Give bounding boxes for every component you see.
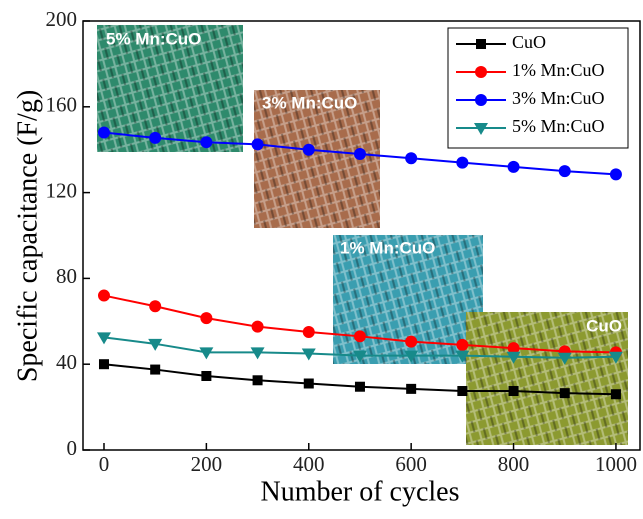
x-tick-label: 400 <box>293 452 325 476</box>
x-tick-label: 0 <box>99 452 110 476</box>
inset-label: 3% Mn:CuO <box>262 93 357 112</box>
marker <box>99 359 109 369</box>
x-axis-title: Number of cycles <box>260 476 459 507</box>
marker <box>149 132 161 144</box>
marker <box>252 138 264 150</box>
legend-marker <box>476 39 486 49</box>
marker <box>303 326 315 338</box>
inset-label: CuO <box>586 316 622 335</box>
marker <box>456 339 468 351</box>
legend-marker <box>475 94 487 106</box>
marker <box>456 157 468 169</box>
marker <box>559 165 571 177</box>
marker <box>457 386 467 396</box>
marker <box>354 148 366 160</box>
x-tick-label: 600 <box>395 452 427 476</box>
marker <box>98 127 110 139</box>
legend-label: 1% Mn:CuO <box>512 60 605 80</box>
marker <box>610 168 622 180</box>
inset-label: 1% Mn:CuO <box>340 238 435 257</box>
marker <box>406 384 416 394</box>
legend-label: 3% Mn:CuO <box>512 88 605 108</box>
marker <box>355 382 365 392</box>
y-tick-label: 120 <box>46 178 78 202</box>
chart: Number of cycles Specific capacitance (F… <box>0 0 643 514</box>
x-tick-label: 1000 <box>595 452 637 476</box>
marker <box>200 312 212 324</box>
y-tick-label: 80 <box>56 264 77 288</box>
x-tick-label: 200 <box>191 452 223 476</box>
y-axis-title: Specific capacitance (F/g) <box>12 90 43 382</box>
marker <box>252 321 264 333</box>
legend-label: 5% Mn:CuO <box>512 116 605 136</box>
marker <box>253 375 263 385</box>
marker <box>98 290 110 302</box>
marker <box>405 336 417 348</box>
marker <box>149 300 161 312</box>
marker <box>303 144 315 156</box>
x-tick-label: 800 <box>498 452 530 476</box>
marker <box>304 379 314 389</box>
marker <box>200 136 212 148</box>
y-tick-label: 40 <box>56 350 77 374</box>
marker <box>509 386 519 396</box>
marker <box>150 365 160 375</box>
inset-label: 5% Mn:CuO <box>106 29 201 48</box>
marker <box>405 152 417 164</box>
y-tick-label: 200 <box>46 7 78 31</box>
marker <box>611 389 621 399</box>
y-tick-label: 0 <box>67 436 78 460</box>
marker <box>201 371 211 381</box>
legend-marker <box>475 66 487 78</box>
marker <box>560 388 570 398</box>
marker <box>508 161 520 173</box>
legend-label: CuO <box>512 32 546 52</box>
marker <box>354 330 366 342</box>
y-tick-label: 160 <box>46 93 78 117</box>
